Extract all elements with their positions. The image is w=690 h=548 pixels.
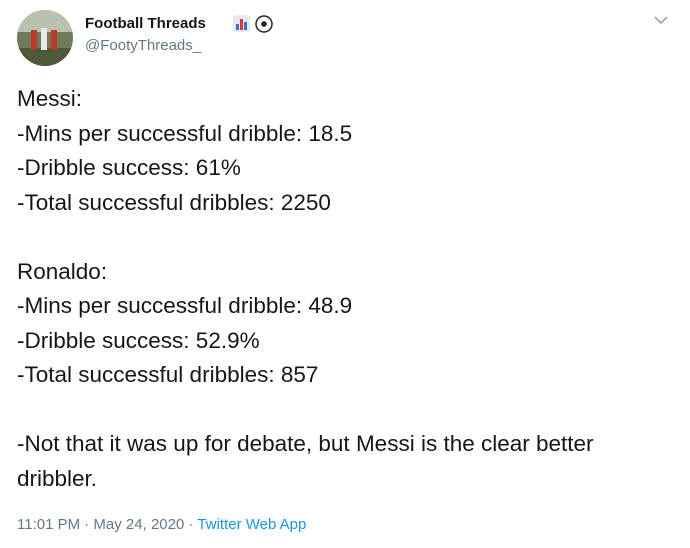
display-name[interactable]: Football Threads [85, 15, 206, 32]
paragraph: Messi: -Mins per successful dribble: 18.5… [17, 82, 657, 220]
avatar[interactable] [17, 10, 73, 66]
paragraph: Ronaldo: -Mins per successful dribble: 48… [17, 255, 657, 393]
text-line: -Dribble success: 52.9% [17, 327, 260, 353]
name-emoji [233, 15, 273, 33]
source[interactable]: Twitter Web App [197, 516, 307, 533]
more-chevron[interactable] [653, 14, 669, 26]
text-line: -Total successful dribbles: 2250 [17, 189, 331, 215]
timestamp[interactable]: 11:01 PM · May 24, 2020 [17, 516, 185, 533]
text-line: -Total successful dribbles: 857 [17, 362, 319, 387]
tweet-meta: 11:01 PM · May 24, 2020 · Twitter Web Ap… [17, 516, 306, 533]
text-line: -Mins per successful dribble: 48.9 [17, 293, 353, 318]
text-line: -Dribble success: 61% [17, 155, 241, 180]
text-line: Ronaldo: [17, 258, 108, 284]
paragraph: -Not that it was up for debate, but Mess… [17, 427, 657, 496]
handle[interactable]: @FootyThreads_ [85, 37, 202, 54]
separator: · [188, 516, 194, 533]
text-line: -Not that it was up for debate, but Mess… [17, 431, 594, 491]
text-line: Messi: [17, 86, 83, 111]
text-line: -Mins per successful dribble: 18.5 [17, 120, 353, 146]
tweet-text: Messi: -Mins per successful dribble: 18.5… [17, 82, 657, 496]
